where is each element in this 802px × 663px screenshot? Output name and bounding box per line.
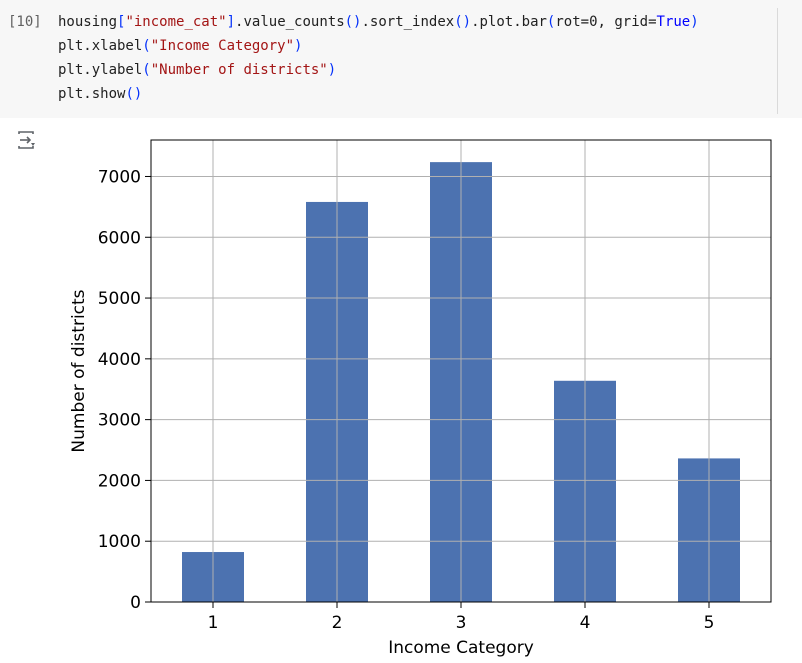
y-axis-label: Number of districts xyxy=(69,289,89,452)
code-token: ) xyxy=(327,62,337,78)
code-token: .value_counts xyxy=(235,14,345,30)
code-token: ) xyxy=(690,14,699,30)
code-token: () xyxy=(125,86,143,102)
code-line: plt.xlabel("Income Category") xyxy=(58,34,772,58)
cell-scrollbar[interactable] xyxy=(777,8,778,114)
x-tick-label: 4 xyxy=(580,613,591,633)
bar-chart: 0 1000 2000 3000 4000 5000 6000 7000 1 2 3 4 5 Incom… xyxy=(69,139,772,658)
code-token: ) xyxy=(294,38,303,54)
code-line: plt.ylabel("Number of districts") xyxy=(58,58,772,82)
code-token: plt.show xyxy=(58,86,126,102)
code-token: plt.ylabel xyxy=(58,62,143,78)
code-token: .sort_index xyxy=(361,14,455,30)
code-cell[interactable]: [10] housing["income_cat"].value_counts(… xyxy=(0,0,802,118)
code-token: "Income Category" xyxy=(150,38,295,54)
y-tick-label: 4000 xyxy=(98,350,141,370)
y-tick-label: 6000 xyxy=(98,228,141,248)
code-token: ] xyxy=(226,14,236,30)
code-token: () xyxy=(344,14,362,30)
code-token: [ xyxy=(117,14,126,30)
code-token: .plot.bar xyxy=(471,14,547,30)
y-tick-label: 1000 xyxy=(98,532,141,552)
code-token: True xyxy=(656,14,691,30)
ticks: 0 1000 2000 3000 4000 5000 6000 7000 1 2 3 4 5 xyxy=(98,167,715,633)
code-token: ( xyxy=(142,38,151,54)
code-token: rot=0, grid= xyxy=(555,14,657,30)
y-tick-label: 7000 xyxy=(98,167,141,187)
code-token: "Number of districts" xyxy=(150,62,328,78)
x-tick-label: 2 xyxy=(332,613,343,633)
code-editor[interactable]: housing["income_cat"].value_counts().sor… xyxy=(58,10,772,106)
y-tick-label: 5000 xyxy=(98,289,141,309)
code-token: housing xyxy=(58,14,118,30)
y-tick-label: 2000 xyxy=(98,471,141,491)
code-token: () xyxy=(454,14,472,30)
code-token: ( xyxy=(142,62,151,78)
execution-count: [10] xyxy=(8,14,42,30)
output-toggle-icon[interactable] xyxy=(14,128,38,152)
x-tick-label: 5 xyxy=(704,613,715,633)
x-tick-label: 3 xyxy=(456,613,467,633)
code-token: "income_cat" xyxy=(125,14,227,30)
x-axis-label: Income Category xyxy=(388,638,534,658)
y-tick-label: 0 xyxy=(130,593,141,613)
code-line: plt.show() xyxy=(58,82,772,106)
code-token: plt.xlabel xyxy=(58,38,143,54)
code-line: housing["income_cat"].value_counts().sor… xyxy=(58,10,772,34)
x-tick-label: 1 xyxy=(208,613,219,633)
y-tick-label: 3000 xyxy=(98,411,141,431)
code-token: ( xyxy=(546,14,556,30)
